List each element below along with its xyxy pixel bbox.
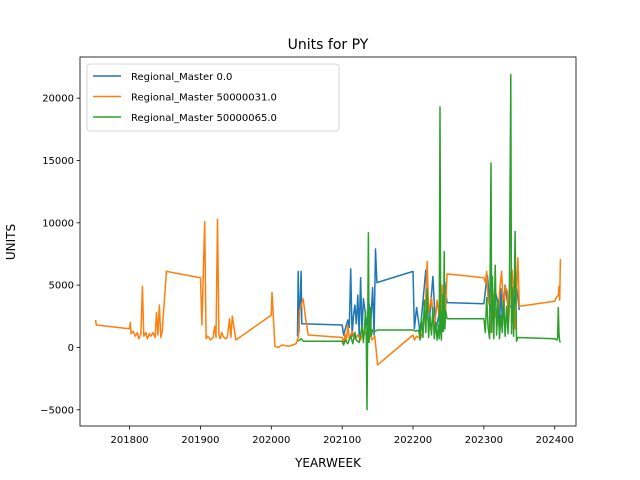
x-axis: 201800 201900 202000 202100 202200 202300 2024… bbox=[111, 426, 574, 446]
y-axis-label: UNITS bbox=[4, 224, 18, 260]
axes-frame bbox=[79, 56, 577, 427]
x-tick-label: 202400 bbox=[536, 435, 574, 446]
x-tick-label: 202100 bbox=[323, 435, 361, 446]
plot-area bbox=[94, 73, 562, 411]
series-line-2 bbox=[297, 73, 562, 411]
x-tick-label: 202200 bbox=[394, 435, 432, 446]
y-axis: −5000 0 5000 10000 15000 20000 bbox=[40, 94, 80, 416]
legend-label-2: Regional_Master 50000065.0 bbox=[131, 113, 277, 124]
x-tick-label: 202300 bbox=[465, 435, 503, 446]
y-tick-label: 20000 bbox=[42, 94, 74, 105]
y-tick-label: −5000 bbox=[40, 405, 74, 416]
legend-label-0: Regional_Master 0.0 bbox=[131, 72, 232, 83]
chart-title: Units for PY bbox=[288, 37, 369, 53]
legend-label-1: Regional_Master 50000031.0 bbox=[131, 93, 277, 104]
legend-box bbox=[86, 63, 340, 132]
x-tick-label: 202000 bbox=[252, 435, 290, 446]
y-tick-label: 15000 bbox=[42, 156, 74, 167]
legend: Regional_Master 0.0 Regional_Master 50000… bbox=[86, 63, 340, 132]
x-axis-label: YEARWEEK bbox=[294, 456, 362, 470]
y-tick-label: 10000 bbox=[42, 218, 74, 229]
x-tick-label: 201900 bbox=[181, 435, 219, 446]
y-tick-label: 5000 bbox=[49, 281, 74, 292]
y-tick-label: 0 bbox=[68, 343, 74, 354]
x-tick-label: 201800 bbox=[111, 435, 149, 446]
